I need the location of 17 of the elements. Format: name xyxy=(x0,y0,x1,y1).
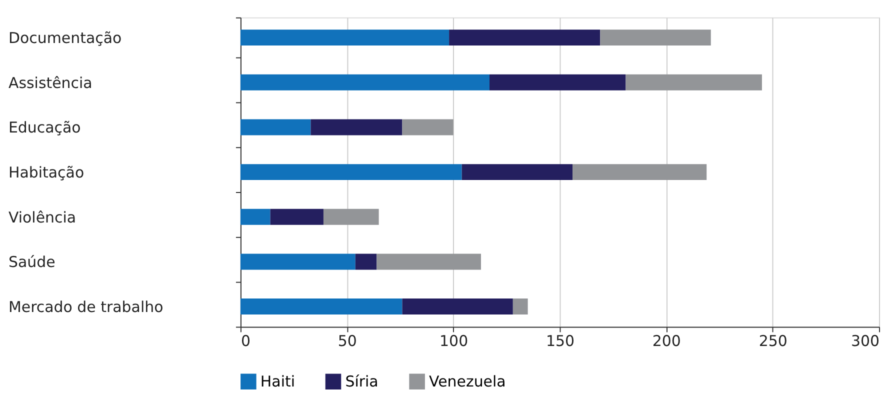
y-tick-label: Saúde xyxy=(8,253,56,272)
x-tick-label: 300 xyxy=(850,332,880,350)
x-tick-label: 100 xyxy=(440,332,468,350)
legend-label: Venezuela xyxy=(429,372,506,391)
x-tick-label: 0 xyxy=(240,332,250,350)
x-tick-label: 50 xyxy=(338,332,357,350)
legend-label: Haiti xyxy=(260,372,296,391)
y-tick-label: Documentação xyxy=(8,29,122,48)
x-tick-label: 250 xyxy=(758,332,788,350)
y-tick-label: Mercado de trabalho xyxy=(8,298,164,316)
x-tick-label: 200 xyxy=(652,332,681,350)
y-tick-label: Educação xyxy=(8,118,81,137)
y-tick-label: Violência xyxy=(8,208,76,226)
x-tick-label: 150 xyxy=(546,332,575,350)
y-tick-label: Assistência xyxy=(8,74,92,92)
legend-label: Síria xyxy=(345,372,378,391)
y-tick-label: Habitação xyxy=(8,164,84,182)
